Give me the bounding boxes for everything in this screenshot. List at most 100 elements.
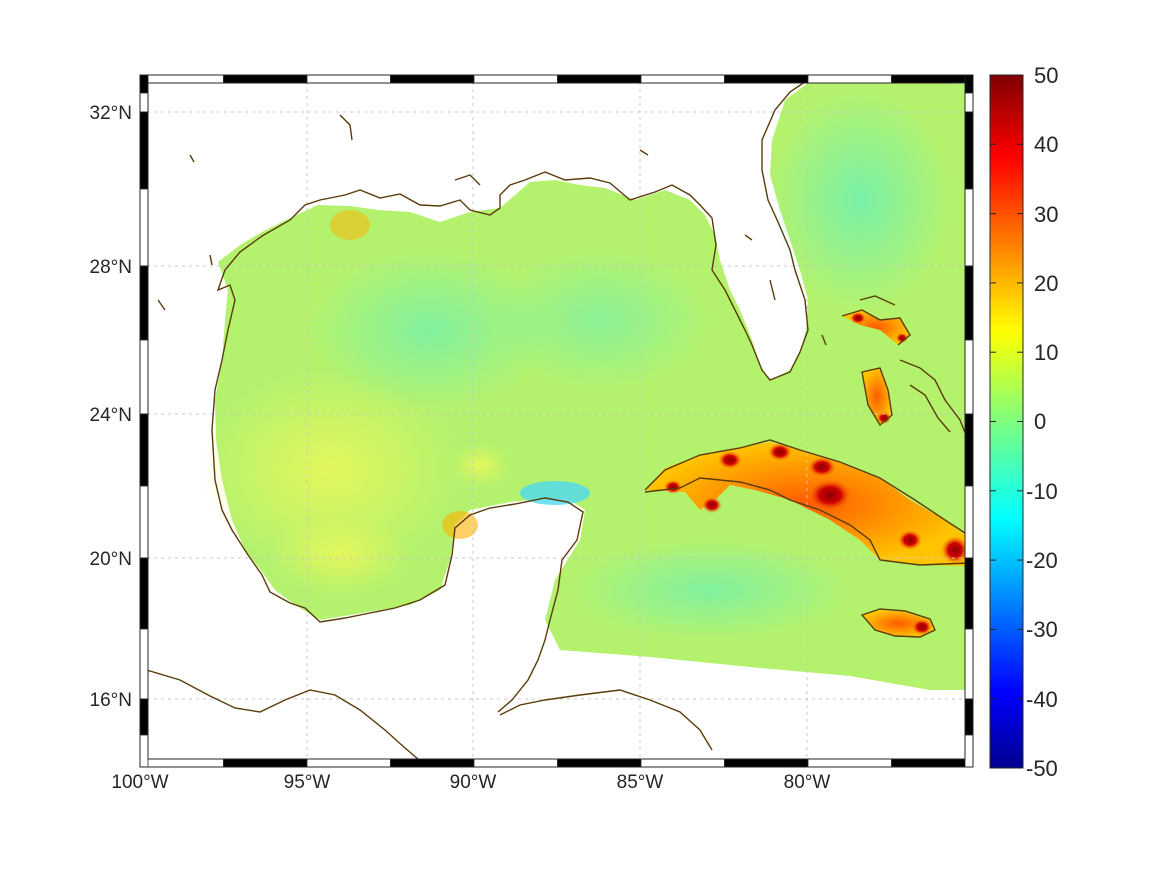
frame-segment [964, 265, 974, 341]
frame-segment [964, 111, 974, 190]
frame-segment [473, 74, 558, 84]
frame-segment [139, 485, 149, 559]
hotspot-core [664, 480, 682, 494]
map-frame [139, 74, 974, 768]
data-field [200, 80, 969, 690]
frame-segment [139, 628, 149, 700]
colorbar-label: -10 [1026, 479, 1058, 504]
lat-label-16n: 16°N [90, 690, 132, 711]
colorbar-ticks [990, 74, 1023, 769]
field-variation [270, 515, 410, 595]
latitude-labels: 32°N 28°N 24°N 20°N 16°N [90, 103, 132, 711]
coastline-bahamas [841, 295, 969, 441]
frame-segment [139, 339, 149, 415]
lon-label-95w: 95°W [284, 772, 331, 793]
frame-segment [139, 265, 149, 341]
hotspot-core [877, 412, 891, 424]
coastline-jamaica [860, 608, 936, 638]
frame-segment [139, 188, 149, 267]
coastline-mexico [214, 479, 584, 713]
coastline-central-america [140, 667, 426, 766]
frame-segment [807, 74, 892, 84]
grid-lines [140, 75, 973, 767]
lat-label-32n: 32°N [90, 103, 132, 124]
field-variation [442, 511, 478, 539]
frame-segment [139, 413, 149, 487]
frame-segment [306, 758, 391, 768]
frame-segment [139, 92, 149, 113]
coastline-islands [157, 114, 827, 346]
colorbar-label: -20 [1026, 548, 1058, 573]
colorbar-label: 10 [1034, 340, 1058, 365]
colorbar: 50 40 30 20 10 0 -10 -20 -30 -40 -50 [989, 63, 1058, 781]
frame-segment [139, 74, 149, 94]
colorbar-label: -30 [1026, 617, 1058, 642]
frame-segment [807, 758, 892, 768]
frame-segment [390, 758, 475, 768]
hotspot-core [850, 312, 866, 324]
field-variation [490, 250, 710, 390]
hotspot-core [896, 333, 908, 343]
frame-segment [964, 557, 974, 630]
frame-segment [640, 758, 725, 768]
frame-segment [223, 74, 308, 84]
hotspot-core [808, 479, 852, 511]
hotspot-core [912, 619, 932, 635]
frame-segment [139, 698, 149, 736]
field-variation [330, 210, 370, 240]
frame-segment [964, 188, 974, 267]
hotspot-core [808, 457, 836, 477]
frame-segment [964, 413, 974, 487]
lat-label-28n: 28°N [90, 257, 132, 278]
hotspot-core [941, 536, 969, 564]
frame-segment [964, 339, 974, 415]
field-variation [570, 540, 850, 640]
colorbar-label: 30 [1034, 202, 1058, 227]
colorbar-label: 40 [1034, 132, 1058, 157]
frame-segment [139, 758, 224, 768]
colorbar-label: -50 [1026, 756, 1058, 781]
longitude-labels: 100°W 95°W 90°W 85°W 80°W [111, 772, 830, 793]
frame-segment [964, 92, 974, 113]
frame-segment [964, 698, 974, 736]
colorbar-label: 50 [1034, 63, 1058, 88]
frame-segment [390, 74, 475, 84]
frame-outline [139, 74, 974, 768]
frame-segment [139, 557, 149, 630]
lon-label-90w: 90°W [450, 772, 497, 793]
frame-segment [139, 734, 149, 768]
coastline-us-gulf [211, 75, 816, 481]
frame-segment [964, 74, 974, 94]
frame-inner-outline [147, 82, 966, 760]
frame-segment [964, 485, 974, 559]
field-variation [770, 90, 950, 310]
frame-segment [964, 628, 974, 700]
hotspot-core [898, 530, 922, 550]
frame-segment [557, 758, 642, 768]
frame-segment [964, 734, 974, 768]
hotspot-core [718, 451, 742, 469]
frame-segment [139, 111, 149, 190]
hotspot-core [768, 443, 792, 461]
lon-label-80w: 80°W [784, 772, 831, 793]
field-variation [450, 443, 510, 487]
hotspot-core [702, 497, 722, 513]
frame-segment [891, 758, 974, 768]
frame-segment [223, 758, 308, 768]
colorbar-labels: 50 40 30 20 10 0 -10 -20 -30 -40 -50 [1026, 63, 1058, 781]
map-axes [139, 74, 974, 768]
coastlines [140, 75, 969, 766]
frame-segment [724, 74, 809, 84]
lat-label-20n: 20°N [90, 549, 132, 570]
coastline-honduras [499, 689, 713, 751]
colorbar-label: 0 [1034, 409, 1046, 434]
colorbar-label: -40 [1026, 687, 1058, 712]
frame-segment [891, 74, 974, 84]
frame-segment [473, 758, 558, 768]
lon-label-85w: 85°W [617, 772, 664, 793]
coastline-cuba [644, 439, 969, 566]
lat-label-24n: 24°N [90, 405, 132, 426]
field-variation [200, 370, 460, 570]
field-variation [310, 250, 550, 410]
frame-segment [306, 74, 391, 84]
